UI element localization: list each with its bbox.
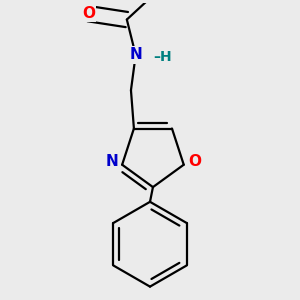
- Text: O: O: [188, 154, 201, 169]
- Text: N: N: [105, 154, 118, 169]
- Text: –H: –H: [153, 50, 172, 64]
- Text: O: O: [82, 6, 95, 21]
- Text: N: N: [129, 47, 142, 62]
